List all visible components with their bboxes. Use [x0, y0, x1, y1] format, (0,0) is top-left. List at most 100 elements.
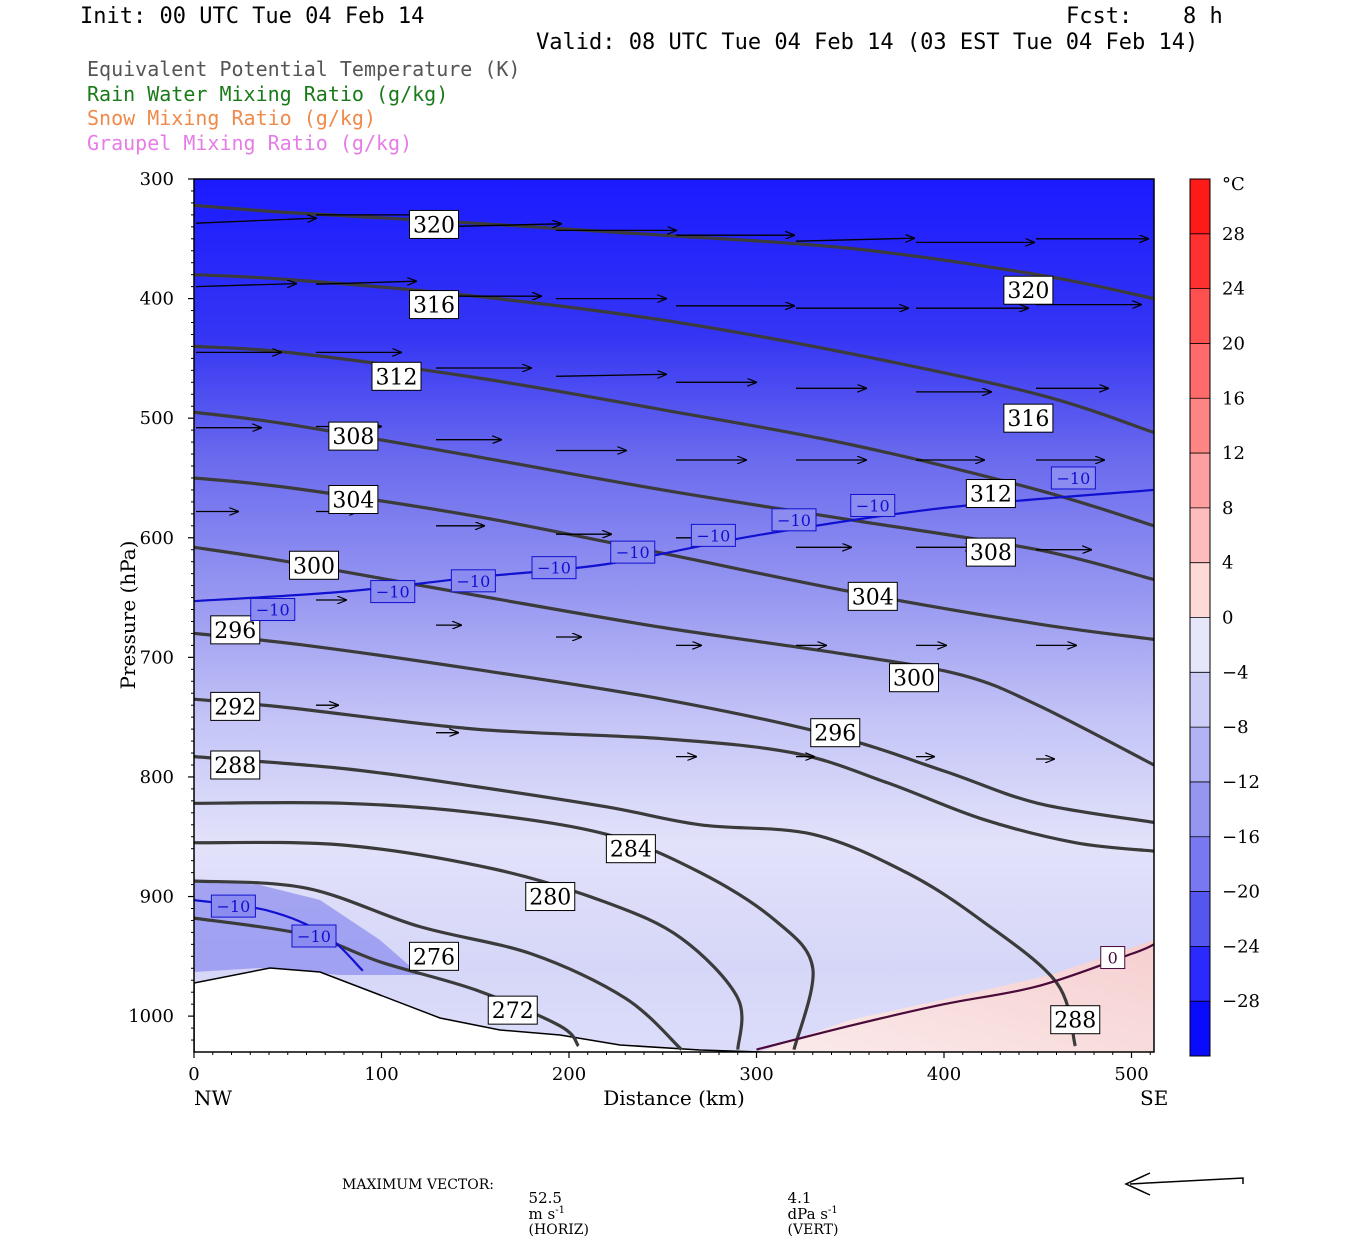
theta-e-label-box: [328, 484, 379, 514]
theta-e-label-box: [289, 550, 339, 580]
vert-exponent: -1: [827, 1205, 838, 1216]
colorbar-segment: [1190, 617, 1210, 673]
temperature-label-box: [1050, 466, 1096, 490]
wind-vector: [195, 218, 316, 224]
colorbar-segment: [1190, 727, 1210, 783]
colorbar-segment: [1190, 1001, 1210, 1057]
theta-e-label: 312: [376, 365, 418, 390]
legend-item: Graupel Mixing Ratio (g/kg): [87, 130, 413, 155]
theta-e-label: 292: [214, 695, 256, 720]
temperature-label-box: [291, 924, 337, 948]
colorbar-segment: [1190, 233, 1210, 290]
vert-unit: dPa s: [787, 1205, 828, 1223]
colorbar-segment: [1190, 398, 1210, 454]
colorbar-segment: [1190, 891, 1210, 947]
colorbar-label: 16: [1222, 388, 1245, 409]
x-left-end-label: NW: [194, 1086, 233, 1110]
colorbar-segment: [1190, 343, 1210, 399]
theta-e-label-box: [371, 361, 422, 391]
x-tick-label: 400: [927, 1064, 961, 1085]
colorbar-segment: [1190, 672, 1210, 728]
theta-e-label-box: [1003, 275, 1054, 305]
theta-e-contour: [194, 344, 1154, 528]
theta-e-label: 316: [1007, 407, 1049, 432]
temperature-label-box: [690, 523, 736, 547]
colorbar-label: 20: [1222, 333, 1245, 354]
theta-e-label-box: [1050, 1005, 1101, 1035]
theta-e-contour: [194, 697, 1154, 853]
theta-e-label: 296: [214, 619, 256, 644]
x-tick-label: 0: [188, 1064, 199, 1085]
theta-e-contour: [194, 755, 1077, 1047]
theta-e-label: 300: [893, 667, 935, 692]
temperature-label: −10: [1056, 469, 1090, 488]
temperature-label-box: [1100, 946, 1126, 970]
colorbar-label: 28: [1222, 224, 1245, 245]
theta-e-label: 300: [293, 554, 335, 579]
temperature-label-box: [210, 894, 256, 918]
max-horiz-vector: 52.5 m s-1 (HORIZ): [519, 1176, 589, 1238]
y-tick-label: 500: [140, 408, 174, 429]
temperature-label: −10: [856, 496, 890, 515]
horiz-unit: m s: [528, 1205, 556, 1223]
temperature-label-box: [850, 493, 896, 517]
temperature-label-box: [771, 508, 817, 532]
wind-vector: [795, 238, 914, 241]
theta-e-label: 272: [492, 999, 534, 1024]
theta-e-label: 320: [1007, 279, 1049, 304]
theta-e-label: 288: [1054, 1009, 1096, 1034]
temperature-label: −10: [456, 572, 490, 591]
theta-e-contour: [194, 273, 1154, 435]
valid-time: Valid: 08 UTC Tue 04 Feb 14 (03 EST Tue …: [536, 30, 1199, 55]
temperature-label-box: [531, 556, 577, 580]
theta-e-label: 276: [413, 945, 455, 970]
colorbar-label: −20: [1222, 882, 1260, 903]
colorbar-label: −12: [1222, 772, 1260, 793]
cross-section-plot: 320 320 316 316 312 312 308 308 304 304 300 300 296 2…: [116, 169, 1260, 1196]
temperature-label: −10: [777, 511, 811, 530]
temperature-label: −10: [256, 601, 290, 620]
temperature-label: −10: [537, 559, 571, 578]
temperature-contour: [756, 943, 1154, 1051]
temperature-label: −10: [297, 927, 331, 946]
colorbar-label: −4: [1222, 662, 1249, 683]
colorbar-segment: [1190, 179, 1210, 235]
colorbar-label: 8: [1222, 498, 1233, 519]
colorbar-unit: °C: [1222, 174, 1245, 195]
init-time: Init: 00 UTC Tue 04 Feb 14: [80, 4, 425, 29]
theta-e-contour: [194, 879, 683, 1051]
theta-e-label-box: [409, 209, 459, 239]
theta-e-label: 284: [610, 838, 652, 863]
theta-e-contour: [194, 410, 1154, 582]
y-tick-label: 700: [140, 647, 174, 668]
theta-e-label-box: [328, 421, 379, 451]
theta-e-label-box: [487, 995, 538, 1025]
colorbar-label: −28: [1222, 991, 1260, 1012]
theta-e-label: 312: [970, 483, 1012, 508]
temperature-label: −10: [376, 583, 410, 602]
colorbar-label: −16: [1222, 827, 1260, 848]
colorbar-label: 4: [1222, 553, 1233, 574]
theta-e-label: 320: [413, 213, 455, 238]
max-vert-vector: 4.1 dPa s-1 (VERT): [778, 1176, 839, 1238]
colorbar-segment: [1190, 946, 1210, 1002]
y-tick-label: 400: [140, 289, 174, 310]
theta-e-label: 304: [332, 488, 374, 513]
reference-vector-arrow: [1124, 1172, 1244, 1196]
theta-e-label: 308: [332, 425, 374, 450]
colorbar-label: 24: [1222, 279, 1245, 300]
theta-e-label-box: [525, 882, 576, 912]
plot-frame: [193, 178, 1155, 1053]
y-tick-label: 800: [140, 767, 174, 788]
temperature-label: −10: [616, 543, 650, 562]
wind-vector: [195, 284, 296, 287]
vert-tag: (VERT): [787, 1222, 839, 1238]
colorbar-label: −8: [1222, 717, 1249, 738]
legend-item: Rain Water Mixing Ratio (g/kg): [87, 81, 449, 106]
theta-e-contour: [194, 916, 580, 1048]
legend-item: Snow Mixing Ratio (g/kg): [87, 106, 376, 130]
theta-e-label-box: [409, 941, 459, 971]
terrain: [194, 967, 761, 1052]
y-tick-label: 600: [140, 528, 174, 549]
y-axis-label: Pressure (hPa): [116, 541, 140, 690]
